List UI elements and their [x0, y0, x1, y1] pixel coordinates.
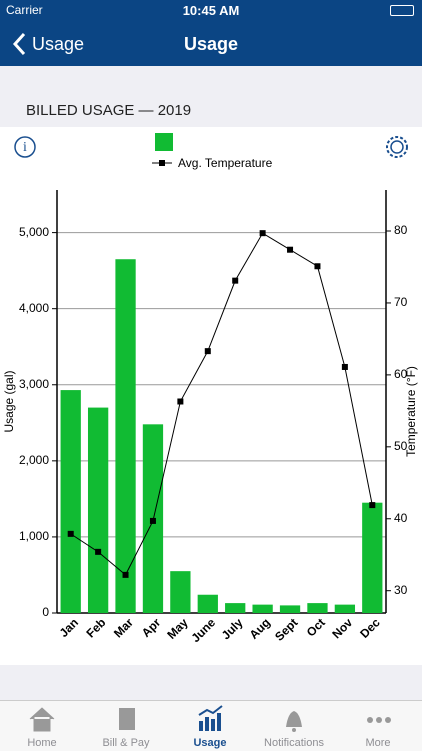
bar [197, 594, 218, 613]
svg-text:i: i [23, 140, 27, 155]
settings-icon[interactable] [386, 136, 408, 158]
y-tick-label: 5,000 [19, 225, 49, 239]
x-tick-label: Jan [57, 615, 82, 640]
tab-icons [29, 705, 391, 732]
temperature-marker [341, 363, 348, 370]
temperature-marker [314, 263, 321, 270]
y2-tick-label: 50 [394, 439, 408, 453]
bar [115, 259, 136, 613]
tab-bar: Home Bill & Pay Usage Notifications More [0, 700, 422, 751]
y-tick-label: 2,000 [19, 453, 49, 467]
legend-swatch [155, 133, 173, 151]
bar [170, 571, 191, 613]
x-tick-label: Dec [357, 615, 383, 641]
temperature-marker [204, 348, 211, 355]
y2-tick-label: 60 [394, 367, 408, 381]
x-tick-label: Sept [272, 615, 300, 643]
y2-tick-label: 70 [394, 295, 408, 309]
temperature-marker [259, 230, 266, 237]
y-tick-label: 3,000 [19, 377, 49, 391]
nav-bar [0, 0, 422, 66]
temperature-marker [287, 246, 294, 253]
x-tick-label: Feb [83, 615, 108, 640]
back-chevron[interactable] [10, 32, 30, 56]
bar [87, 407, 109, 613]
info-icon[interactable]: i [14, 136, 36, 158]
tab-label[interactable]: Notifications [264, 737, 324, 749]
temperature-marker [122, 571, 129, 578]
x-tick-label: May [164, 615, 191, 642]
tab-label[interactable]: Bill & Pay [102, 737, 150, 749]
x-tick-label: Mar [111, 615, 136, 640]
temperature-line [70, 232, 373, 576]
bar [362, 502, 383, 613]
carrier: Carrier [6, 3, 43, 17]
temperature-marker [95, 548, 102, 555]
nav-title: Usage [183, 34, 239, 54]
bar [225, 603, 246, 613]
tab-label[interactable]: More [365, 737, 391, 749]
bar [279, 605, 301, 613]
x-tick-label: June [188, 615, 218, 645]
chart: i 0 1,000 2,000 3,000 4,000 5,000 30 40 50 60 70 80… [2, 133, 418, 645]
battery [390, 5, 414, 16]
y2-tick-label: 30 [394, 583, 408, 597]
section-title: BILLED USAGE — 2019 [26, 102, 192, 119]
y-tick-label: 0 [42, 605, 49, 619]
bar [334, 604, 356, 613]
temperature-marker [149, 517, 156, 524]
y-tick-label: 4,000 [19, 301, 49, 315]
temperature-marker [369, 502, 376, 509]
x-tick-label: Nov [329, 615, 355, 641]
y2-axis-label: Temperature (°F) [404, 366, 418, 457]
x-tick-label: Apr [139, 615, 164, 640]
tab-label[interactable]: Usage [193, 737, 227, 749]
time: 10:45 AM [182, 3, 240, 18]
bar [60, 390, 81, 613]
legend-marker [159, 160, 165, 166]
x-tick-label: Oct [304, 615, 328, 639]
temperature-marker [232, 277, 239, 284]
back-label[interactable]: Usage [32, 34, 85, 54]
temperature-marker [177, 398, 184, 405]
x-tick-label: July [219, 615, 246, 642]
y-axis-label: Usage (gal) [2, 370, 16, 432]
legend-label: Avg. Temperature [178, 156, 273, 170]
bar [252, 604, 273, 613]
temperature-marker [67, 530, 74, 537]
x-tick-label: Aug [247, 615, 273, 641]
tab-label[interactable]: Home [27, 737, 57, 749]
y2-tick-label: 40 [394, 511, 408, 525]
y2-tick-label: 80 [394, 223, 408, 237]
y-tick-label: 1,000 [19, 529, 49, 543]
bar [307, 603, 328, 613]
